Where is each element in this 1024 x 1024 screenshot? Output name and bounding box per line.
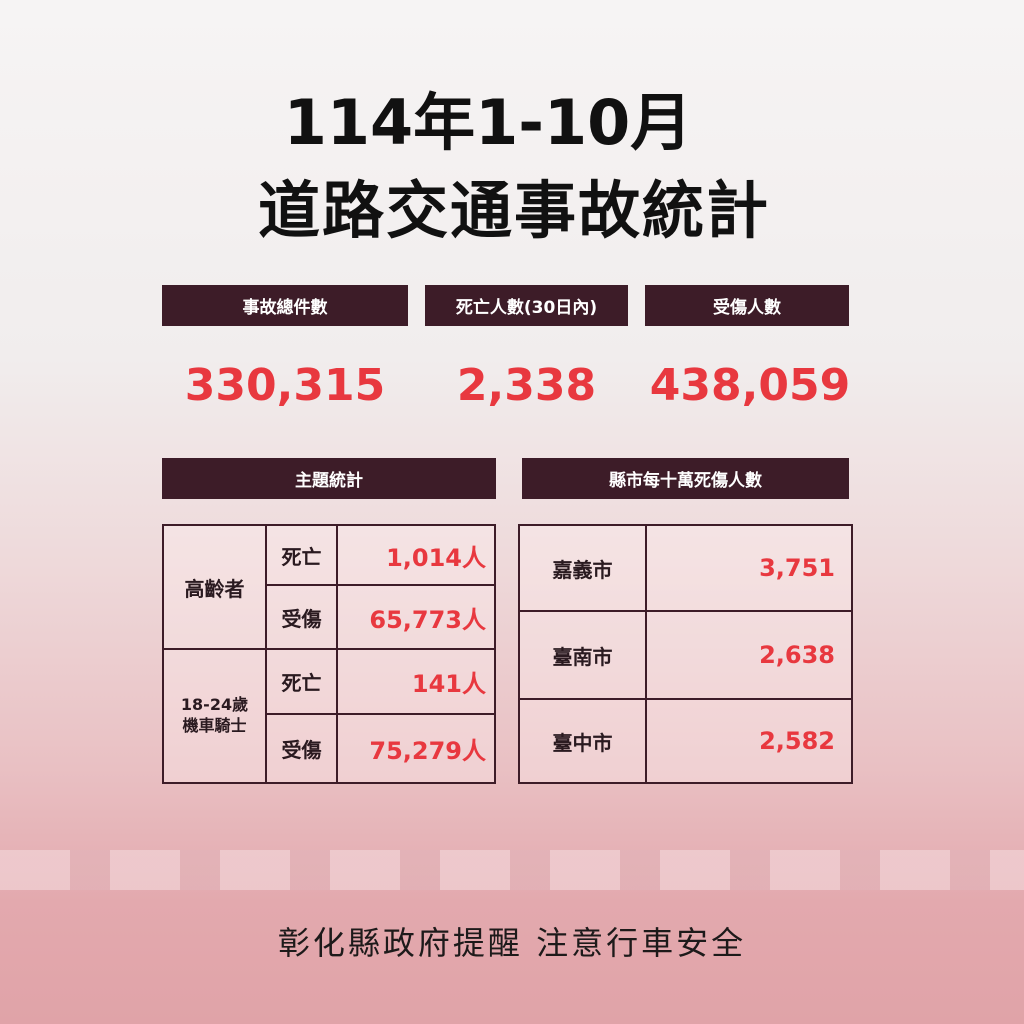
topic-stats-header: 主題統計 [162, 458, 496, 499]
city-label: 嘉義市 [518, 524, 647, 612]
city-label: 臺中市 [518, 698, 647, 784]
value-cell: 2,582 [645, 698, 853, 784]
table-row: 18-24歲 機車騎士 死亡 141人 [162, 648, 496, 784]
table-row: 受傷 65,773人 [163, 584, 496, 650]
group-label: 高齡者 [162, 524, 267, 650]
city-label: 臺南市 [518, 610, 647, 700]
type-label: 死亡 [265, 648, 338, 715]
title-line1: 114年1-10月 [283, 86, 693, 159]
table-row: 嘉義市 3,751 [518, 524, 853, 612]
type-label: 死亡 [265, 524, 338, 586]
crosswalk-background [0, 850, 1024, 890]
table-row: 臺南市 2,638 [518, 610, 853, 700]
county-stats-table: 嘉義市 3,751 臺南市 2,638 臺中市 2,582 [518, 524, 853, 784]
value-cell: 2,638 [645, 610, 853, 700]
total-accidents-value: 330,315 [184, 360, 386, 411]
value-cell: 141人 [336, 648, 496, 715]
safety-reminder: 彰化縣政府提醒 注意行車安全 [277, 924, 747, 962]
total-accidents-header: 事故總件數 [162, 285, 408, 326]
type-label: 受傷 [265, 713, 338, 784]
county-stats-header: 縣市每十萬死傷人數 [522, 458, 849, 499]
value-cell: 3,751 [645, 524, 853, 612]
table-row: 受傷 75,279人 [163, 713, 496, 784]
deaths-header: 死亡人數(30日內) [425, 285, 628, 326]
title-line2: 道路交通事故統計 [257, 174, 770, 247]
table-row: 高齡者 死亡 1,014人 [162, 524, 496, 650]
type-label: 受傷 [265, 584, 338, 650]
injuries-value: 438,059 [649, 360, 851, 411]
deaths-value: 2,338 [456, 360, 597, 411]
table-row: 臺中市 2,582 [518, 698, 853, 784]
topic-stats-table: 高齡者 死亡 1,014人 受傷 65,773人 18-24歲 機車騎士 死亡 … [162, 524, 496, 784]
value-cell: 65,773人 [336, 584, 496, 650]
injuries-header: 受傷人數 [645, 285, 849, 326]
value-cell: 1,014人 [336, 524, 496, 586]
value-cell: 75,279人 [336, 713, 496, 784]
group-label: 18-24歲 機車騎士 [162, 648, 267, 784]
